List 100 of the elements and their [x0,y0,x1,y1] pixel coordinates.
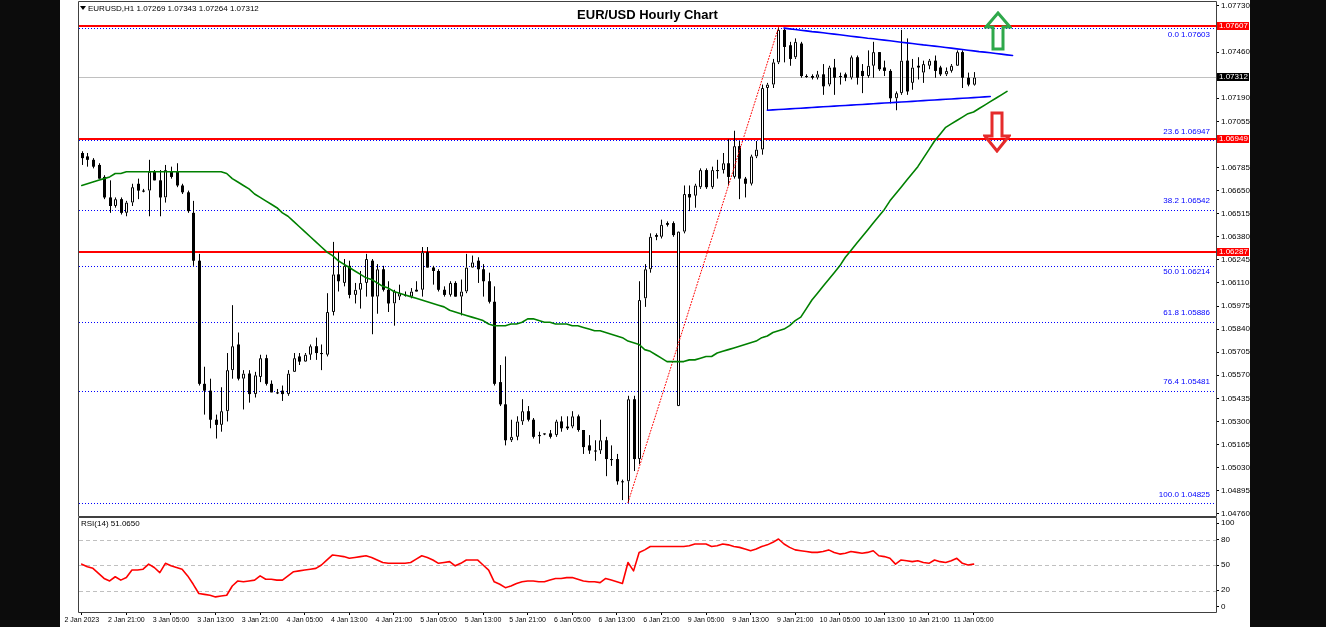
candlestick [359,270,362,310]
y-tick-label: 50 [1221,560,1231,570]
y-tick-label: 1.05435 [1221,393,1251,403]
y-tick-label: 1.05975 [1221,301,1251,311]
candlestick [203,366,206,416]
candlestick [538,431,541,445]
candlestick [521,398,524,426]
candlestick [934,55,937,79]
y-tick-label: 1.07730 [1221,1,1251,11]
candlestick [226,352,229,422]
y-tick-label: 1.07055 [1221,116,1251,126]
y-tick-label: 1.05840 [1221,324,1251,334]
ref-line-label: 23.6 1.06947 [1163,126,1211,136]
candlestick [432,265,435,286]
y-tick-label: 20 [1221,585,1231,595]
candlestick [465,253,468,294]
candlestick [320,344,323,371]
candlestick [488,272,491,304]
y-tick-label: 1.06245 [1221,255,1251,265]
candlestick [660,219,663,239]
ref-line-label: 61.8 1.05886 [1163,308,1211,318]
candlestick [254,371,257,398]
candlestick [343,258,346,287]
candlestick [148,159,151,217]
candlestick [437,268,440,292]
ref-line-label: 38.2 1.06542 [1163,196,1211,206]
y-tick-label: 1.04895 [1221,485,1251,495]
candlestick [605,436,608,477]
candlestick [588,434,591,455]
candlestick [610,444,613,467]
candlestick [482,263,485,298]
candlestick [716,159,719,180]
y-tick-label: 1.07190 [1221,93,1251,103]
candlestick [332,241,335,316]
candlestick [867,49,870,79]
ref-line-label: 76.4 1.05481 [1163,377,1211,387]
candlestick [393,289,396,327]
candlestick [137,178,140,200]
candlestick [789,41,792,67]
candlestick [259,354,262,383]
y-tick-label: 1.06110 [1221,278,1250,288]
candlestick [805,73,808,79]
y-tick-label: 1.05705 [1221,347,1251,357]
candlestick [861,63,864,94]
candlestick [699,167,702,190]
ref-line-label: 50.0 1.06214 [1163,267,1211,277]
candlestick [683,184,686,234]
candlestick [477,256,480,284]
candlestick [621,479,624,501]
candlestick [220,386,223,433]
candlestick [895,90,898,111]
candlestick [900,29,903,96]
y-tick-label: 80 [1221,535,1231,545]
candlestick [159,169,162,217]
candlestick [627,395,630,504]
candlestick [638,280,641,465]
candlestick [387,280,390,313]
candlestick [109,179,112,214]
candlestick [315,337,318,361]
candlestick [248,369,251,404]
candlestick [856,55,859,86]
candlestick [187,190,190,214]
candlestick [911,58,914,91]
candlestick [777,27,780,65]
candlestick [599,419,602,455]
candlestick [242,369,245,410]
candlestick [231,304,234,380]
candlestick [733,130,736,180]
y-tick-label: 1.05030 [1221,462,1251,472]
candlestick [922,60,925,84]
y-tick-label: 1.06650 [1221,185,1251,195]
y-tick-label: 1.05300 [1221,416,1251,426]
candlestick [516,415,519,441]
y-tick-label: 1.05570 [1221,370,1251,380]
candlestick [772,58,775,89]
candlestick [131,183,134,207]
chart-title: EUR/USD Hourly Chart [577,6,719,22]
candlestick [164,164,167,204]
y-tick-label: 1.06515 [1221,208,1251,218]
candlestick [382,265,385,292]
candlestick [750,154,753,186]
candlestick [822,63,825,96]
candlestick [594,439,597,462]
ref-line-label: 1.06949 [1219,134,1249,144]
chart-subtitle: EURUSD,H1 1.07269 1.07343 1.07264 1.07312 [88,4,260,14]
candlestick [499,364,502,407]
ref-line-label: 1.07312 [1219,72,1249,82]
y-tick-label: 0 [1221,602,1226,612]
y-tick-label: 1.06785 [1221,162,1251,172]
candlestick [215,414,218,440]
candlestick [644,263,647,308]
candlestick [677,231,680,407]
candlestick [649,232,652,274]
candlestick [878,51,881,72]
candlestick [766,82,769,111]
candlestick [744,176,747,198]
candlestick [337,251,340,292]
candlestick [460,279,463,316]
candlestick [727,138,730,186]
candlestick [839,72,842,86]
